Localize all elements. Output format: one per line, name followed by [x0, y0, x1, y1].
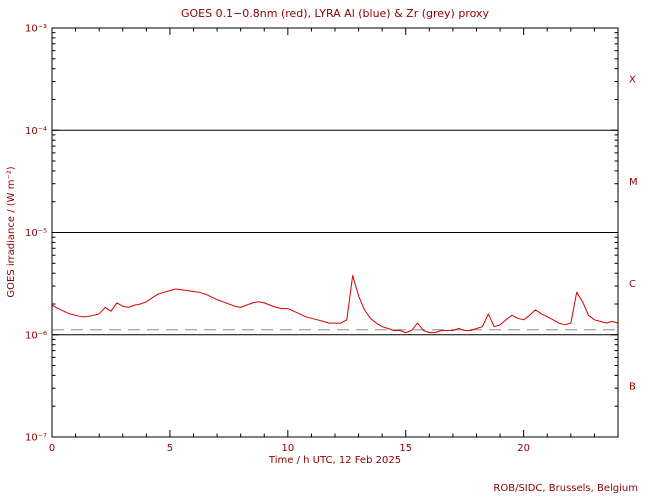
- x-tick-label: 20: [517, 443, 530, 454]
- x-tick-label: 5: [167, 443, 173, 454]
- x-tick-label: 0: [49, 443, 55, 454]
- goes-flux-curve: [51, 275, 619, 334]
- y-tick-label: 10⁻⁴: [25, 126, 47, 137]
- flare-class-label-M: M: [629, 177, 638, 188]
- x-tick-label: 15: [399, 443, 412, 454]
- y-axis-label: GOES irradiance / (W m⁻²): [6, 166, 17, 297]
- x-axis-label: Time / h UTC, 12 Feb 2025: [268, 455, 401, 466]
- chart-title: GOES 0.1−0.8nm (red), LYRA Al (blue) & Z…: [181, 7, 490, 20]
- y-tick-label: 10⁻⁶: [25, 330, 47, 341]
- flare-class-label-B: B: [629, 381, 636, 392]
- credit-text: ROB/SIDC, Brussels, Belgium: [493, 483, 638, 494]
- flare-class-label-X: X: [629, 75, 636, 86]
- plot-generated-layer: 10⁻³ 10⁻⁴ 10⁻⁵ 10⁻⁶ 10⁻⁷0 5 10 15 20 X M C B: [25, 24, 638, 455]
- y-tick-label: 10⁻⁷: [25, 433, 47, 444]
- flare-class-label-C: C: [629, 279, 636, 290]
- y-tick-label: 10⁻⁵: [25, 228, 47, 239]
- y-tick-label: 10⁻³: [25, 24, 47, 35]
- x-tick-label: 10: [281, 443, 294, 454]
